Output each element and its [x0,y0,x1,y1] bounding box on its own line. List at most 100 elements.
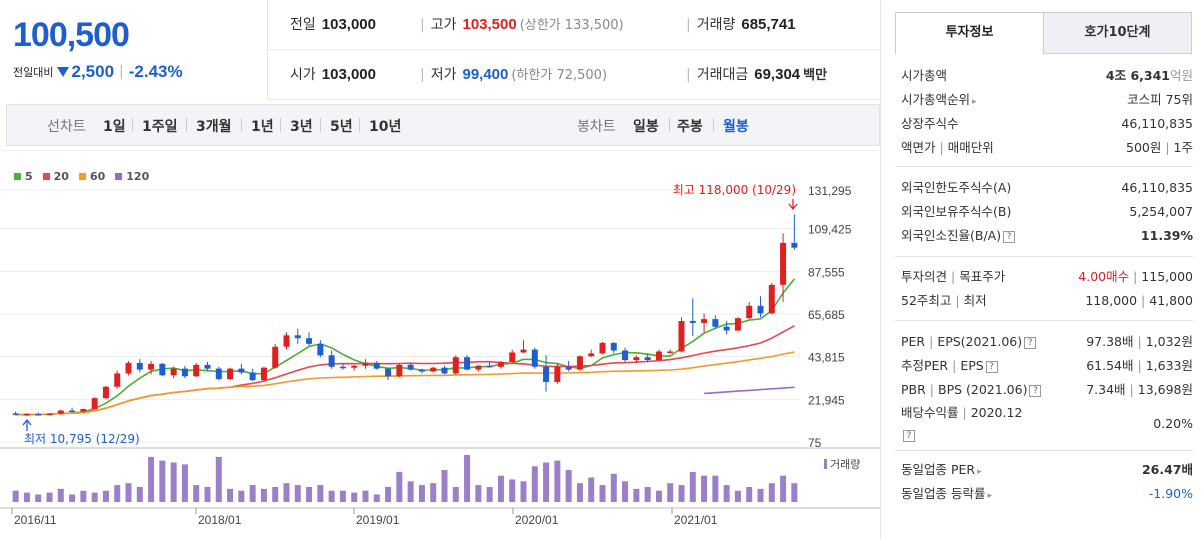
candle-body [486,365,493,368]
est-per-row: 추정PER | EPS? 61.54배 | 1,633원 [901,358,1193,373]
volume-bar [57,488,64,502]
candle-body [204,364,211,369]
candle-body [768,284,775,314]
period-5y[interactable]: 5년 [330,119,353,135]
candle-body [215,368,222,380]
volume-bar [170,462,177,502]
volume-bar [452,486,459,502]
candle-body [599,342,606,354]
divider: | [119,64,124,80]
candle-body [576,356,583,370]
period-10y[interactable]: 10년 [369,119,402,135]
listed-shares-row: 상장주식수 46,110,835 [901,116,1193,131]
help-icon[interactable]: ? [1003,230,1016,243]
down-arrow-icon [788,199,798,211]
volume-bar [249,485,256,502]
volume-bar [701,475,708,502]
change-percent: -2.43% [128,62,183,81]
candle-body [746,305,753,319]
tab-orderbook[interactable]: 호가10단계 [1043,12,1192,54]
ma-legend-item: 20 [42,170,69,183]
volume-bar [12,490,19,502]
help-icon[interactable]: ? [1029,384,1042,397]
period-3m[interactable]: 3개월 [196,119,232,135]
industry-per-row[interactable]: 동일업종 PER ▸ 26.47배 [901,462,1193,477]
candle-body [272,346,279,368]
ma-legend-item: 60 [78,170,105,183]
candle-body [57,410,64,414]
period-1w[interactable]: 1주일 [142,119,178,135]
volume-bar [667,483,674,502]
line-chart-label: 선차트 [47,119,86,135]
candle-body [260,367,267,381]
help-icon[interactable]: ? [985,360,998,373]
candle-body [136,362,143,370]
candle-monthly[interactable]: 월봉 [723,119,749,135]
period-1d[interactable]: 1일 [103,119,126,135]
volume-bar [283,483,290,502]
volume-bar [531,466,538,502]
opinion-row: 투자의견 | 목표주가 4.00매수 | 115,000 [901,269,1193,284]
volume-bar [791,483,798,502]
info-section-opinion: 투자의견 | 목표주가 4.00매수 | 115,000 52주최고 | 최저 … [901,265,1193,313]
y-tick-label: 65,685 [808,308,845,322]
volume-bar [339,490,346,502]
candle-body [351,365,358,368]
candle-body [418,369,425,372]
volume-bar [362,490,369,502]
candle-body [306,338,313,344]
candle-daily[interactable]: 일봉 [633,119,659,135]
candle-body [701,319,708,323]
candle-body [193,364,200,377]
volume-bar [159,460,166,502]
candle-body [655,351,662,361]
pbr-row: PBR | BPS (2021.06)? 7.34배 | 13,698원 [901,382,1193,397]
candle-body [723,326,730,331]
volume-bar [193,485,200,502]
volume-bar [227,488,234,502]
volume-bar [148,456,155,502]
period-1y[interactable]: 1년 [251,119,274,135]
ma-legend-item: 120 [115,170,149,183]
industry-rate-row[interactable]: 동일업종 등락률 ▸ -1.90% [901,486,1193,501]
candle-body [633,357,640,361]
candle-body [102,386,109,399]
volume-bar [69,494,76,502]
candle-weekly[interactable]: 주봉 [677,119,703,135]
market-cap-rank-row[interactable]: 시가총액순위 ▸ 코스피 75위 [901,92,1193,107]
volume-bar [385,486,392,502]
volume-bar [543,462,550,502]
candle-body [712,319,719,327]
x-tick-label: 2021/01 [674,513,718,527]
tab-investment-info[interactable]: 투자정보 [895,12,1044,54]
x-tick-label: 2020/01 [515,513,559,527]
up-arrow-icon [22,418,32,431]
volume-bar [80,490,87,502]
quote-grid: 전일 103,000 | 고가 103,500 (상한가 133,500) | 거래량 68… [268,0,880,100]
ma-legend-item: 5 [14,170,33,183]
candle-body [23,413,30,416]
volume-bar [204,486,211,502]
quote-row: 전일 103,000 | 고가 103,500 (상한가 133,500) | 거래량 68… [268,0,880,50]
volume: | 거래량 685,741 [686,16,796,33]
help-icon[interactable]: ? [903,429,915,442]
candle-body [385,368,392,377]
x-tick-label: 2019/01 [356,513,400,527]
candle-body [543,366,550,382]
candle-body [283,335,290,347]
candle-chart-label: 봉차트 [577,119,616,135]
candle-body [80,409,87,412]
quote-row: 시가 103,000 | 저가 99,400 (하한가 72,500) | 거래대금 69,… [268,50,880,100]
volume-bar [46,492,53,502]
volume-bar [768,483,775,502]
volume-bar [125,483,132,502]
period-3y[interactable]: 3년 [290,119,313,135]
volume-label: 거래량 [830,458,860,471]
price-chart[interactable]: 131,295 109,425 87,555 65,685 43,815 21,945 75… [0,150,880,539]
candle-body [667,351,674,354]
candle-body [430,367,437,372]
volume-bar [633,488,640,502]
volume-bar [351,492,358,502]
candle-body [531,349,538,367]
help-icon[interactable]: ? [1024,336,1037,349]
